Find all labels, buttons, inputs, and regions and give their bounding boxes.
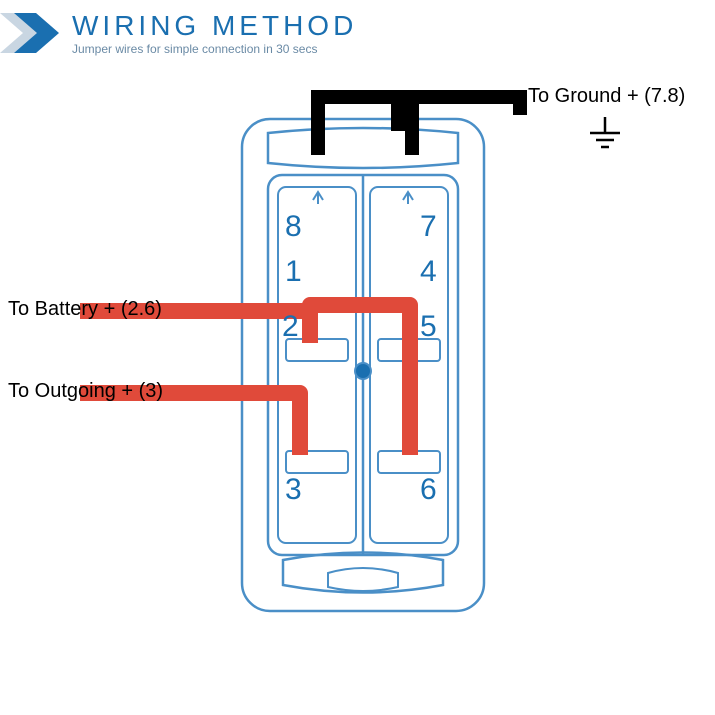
outgoing-label: To Outgoing + (3) xyxy=(8,380,163,403)
pin-3-label: 3 xyxy=(285,473,302,507)
header: WIRING METHOD Jumper wires for simple co… xyxy=(0,8,357,58)
power-wires xyxy=(0,115,715,615)
pin-8-label: 8 xyxy=(285,210,302,244)
battery-label: To Battery + (2.6) xyxy=(8,298,162,321)
pin-7-label: 7 xyxy=(420,210,437,244)
ground-label: To Ground + (7.8) xyxy=(528,85,685,108)
header-text: WIRING METHOD Jumper wires for simple co… xyxy=(72,10,357,56)
pin-4-label: 4 xyxy=(420,255,437,289)
subtitle: Jumper wires for simple connection in 30… xyxy=(72,42,357,56)
pin-6-label: 6 xyxy=(420,473,437,507)
wiring-diagram: 8 7 1 4 2 5 3 6 To Ground + (7.8) To Bat… xyxy=(0,115,715,675)
pin-2-label: 2 xyxy=(282,310,299,344)
pin-1-label: 1 xyxy=(285,255,302,289)
pin-5-label: 5 xyxy=(420,310,437,344)
arrow-icon xyxy=(0,8,70,58)
title: WIRING METHOD xyxy=(72,10,357,42)
